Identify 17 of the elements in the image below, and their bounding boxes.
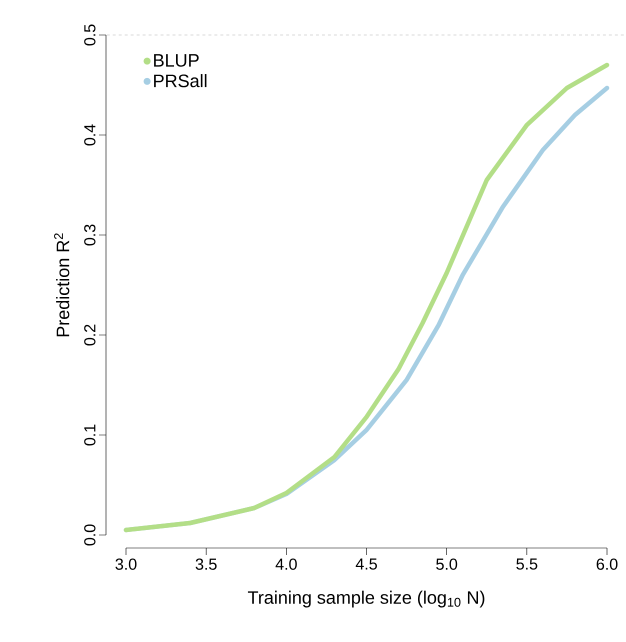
x-tick-label: 4.5 [356, 558, 377, 570]
x-tick-label: 3.5 [196, 558, 217, 570]
x-tick-label: 5.5 [516, 558, 538, 570]
y-tick-label: 0.4 [84, 124, 96, 146]
y-tick-label: 0.5 [84, 24, 96, 46]
x-tick-label: 5.0 [436, 558, 458, 570]
x-axis-title: Training sample size (log$_{10}$ N) [248, 590, 484, 608]
y-tick-label: 0.0 [84, 524, 96, 546]
y-tick-label: 0.3 [84, 224, 96, 246]
x-tick-label: 6.0 [596, 558, 618, 570]
x-tick-label: 3.0 [115, 558, 137, 570]
legend-label: PRSall [154, 74, 206, 88]
y-tick-label: 0.1 [84, 424, 96, 446]
x-tick-label: 4.0 [276, 558, 297, 570]
y-axis-title: Prediction R$^{2}$ [54, 233, 70, 336]
y-tick-label: 0.2 [84, 324, 96, 346]
legend-label: BLUP [154, 54, 199, 67]
